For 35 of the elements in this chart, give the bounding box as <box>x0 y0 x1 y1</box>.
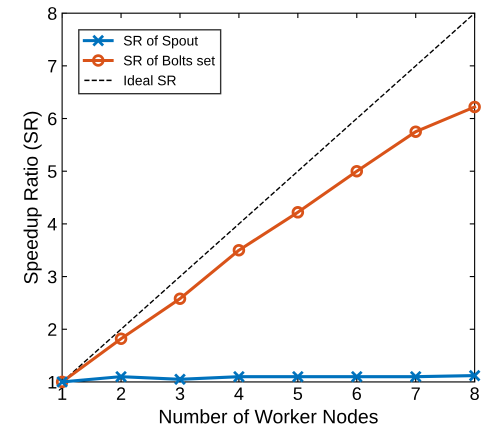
y-tick-label: 8 <box>48 7 56 20</box>
point <box>232 244 246 256</box>
point <box>350 370 364 383</box>
y-tick-label: 5 <box>48 165 57 178</box>
point <box>114 332 128 345</box>
legend-label: SR of Bolts set <box>124 55 215 66</box>
y-tick-label: 6 <box>48 112 56 126</box>
x-tick-label: 3 <box>176 387 184 400</box>
x-tick-label: 1 <box>58 387 66 400</box>
point <box>174 292 186 305</box>
legend-label: SR of Spout <box>124 35 198 48</box>
y-tick-label: 2 <box>48 323 56 336</box>
point <box>292 370 304 383</box>
x-tick-label: 6 <box>352 387 362 400</box>
x-tick-label: 5 <box>294 387 302 400</box>
point <box>468 100 481 114</box>
y-tick-label: 7 <box>48 60 56 72</box>
point <box>232 370 246 383</box>
x-tick-label: 8 <box>470 387 479 400</box>
point <box>409 125 422 138</box>
legend-label: Ideal SR <box>124 75 176 86</box>
point <box>174 373 186 386</box>
y-tick-label: 3 <box>48 270 56 284</box>
point <box>468 369 481 382</box>
y-axis-title: Speedup Ratio (SR) <box>24 112 42 284</box>
y-tick-label: 4 <box>48 218 57 230</box>
x-tick-label: 4 <box>234 387 244 400</box>
x-tick-label: 7 <box>412 387 420 400</box>
point <box>350 164 364 178</box>
x-tick-label: 2 <box>116 387 126 400</box>
point <box>409 370 422 383</box>
point <box>292 206 304 219</box>
point <box>114 370 128 383</box>
y-tick-label: 1 <box>48 376 56 388</box>
x-axis-title: Number of Worker Nodes <box>160 409 378 424</box>
